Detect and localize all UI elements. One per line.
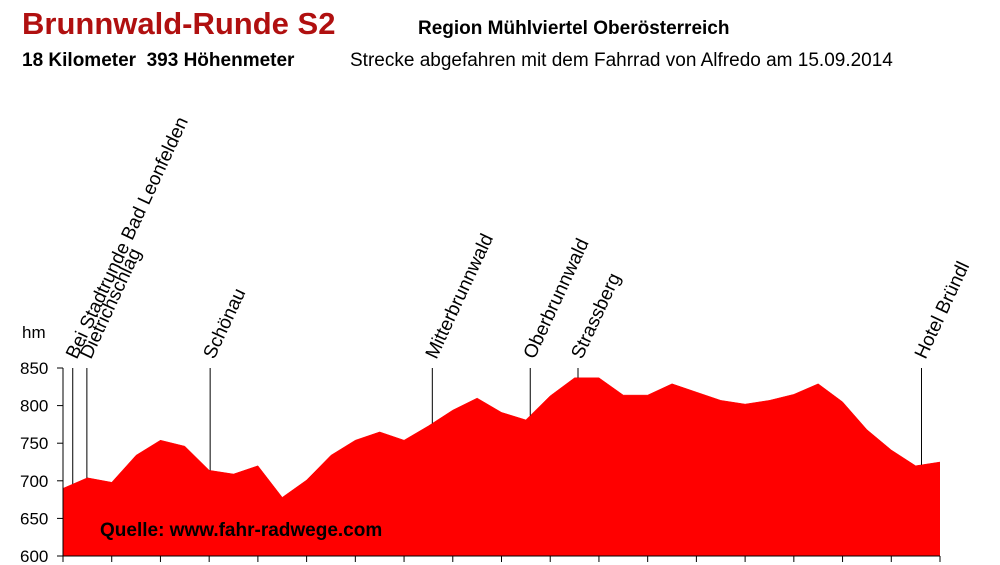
waypoint-label: Hotel Bründl — [911, 258, 974, 362]
chart-subtitle: Region Mühlviertel Oberösterreich — [418, 18, 729, 39]
waypoint-label: Strassberg — [567, 270, 625, 362]
y-tick-label: 850 — [20, 359, 48, 378]
waypoint-label: Mitterbrunnwald — [422, 231, 498, 362]
y-tick-label: 650 — [20, 509, 48, 528]
y-axis-label: hm — [22, 323, 46, 342]
waypoint-label: Bei Stadtrunde Bad Leonfelden — [62, 114, 193, 362]
y-tick-label: 700 — [20, 472, 48, 491]
y-tick-label: 600 — [20, 547, 48, 565]
source-label: Quelle: www.fahr-radwege.com — [100, 520, 382, 541]
chart-title: Brunnwald-Runde S2 — [22, 6, 335, 41]
chart-stats: 18 Kilometer 393 Höhenmeter — [22, 50, 295, 71]
waypoint-label: Schönau — [200, 285, 251, 362]
y-tick-label: 800 — [20, 397, 48, 416]
y-tick-label: 750 — [20, 434, 48, 453]
elevation-area — [63, 377, 940, 556]
chart-description: Strecke abgefahren mit dem Fahrrad von A… — [350, 50, 893, 71]
